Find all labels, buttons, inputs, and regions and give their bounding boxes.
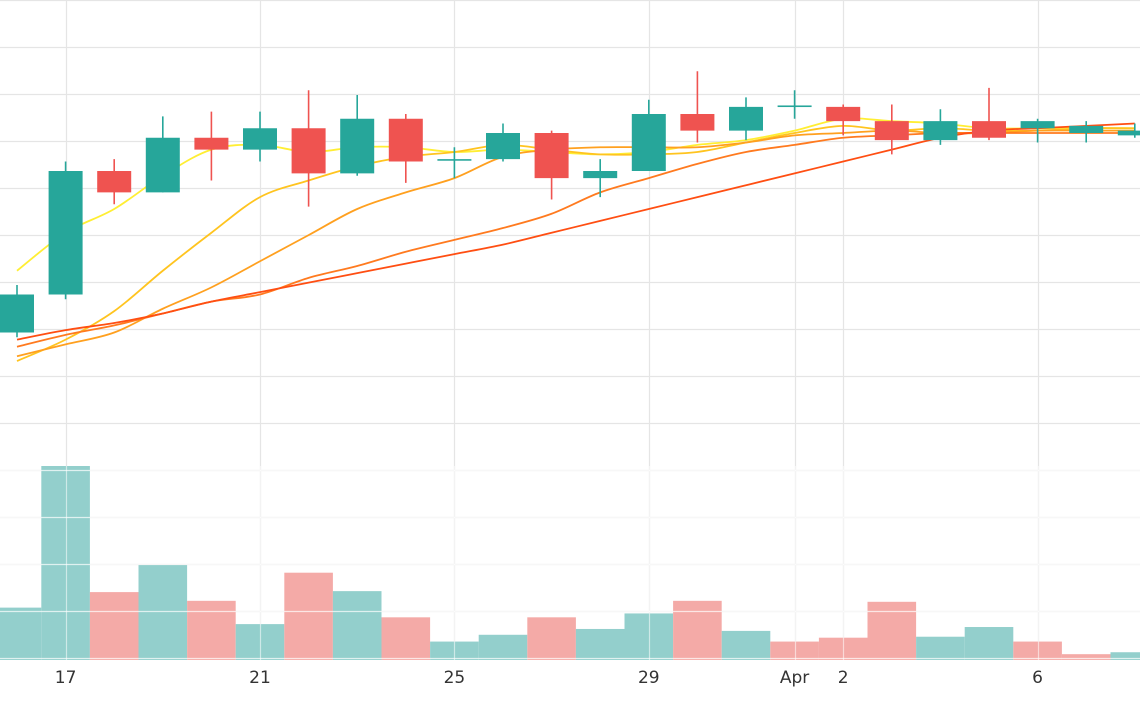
x-axis: 17 21 25 29 Apr 2 6: [55, 668, 1043, 688]
candle: [923, 109, 958, 145]
candle-body: [583, 171, 618, 179]
x-tick-label: 29: [638, 668, 660, 688]
candle: [97, 159, 132, 205]
candle: [486, 123, 520, 162]
candle-body: [340, 118, 375, 174]
candle: [680, 71, 715, 143]
x-tick-label: 17: [55, 668, 77, 688]
candle: [291, 90, 326, 207]
grid-front: [0, 466, 1140, 660]
candle: [194, 111, 229, 181]
candle-body: [1020, 121, 1055, 129]
candles: [0, 71, 1140, 338]
candle: [1117, 123, 1140, 138]
candle: [1069, 121, 1104, 143]
volume-bar: [1013, 641, 1062, 660]
volume-bar: [478, 634, 528, 660]
x-tick-label: 21: [249, 668, 271, 688]
candle-body: [1117, 130, 1140, 136]
candle: [340, 95, 375, 176]
candle-body: [291, 128, 326, 174]
candle-body: [0, 294, 34, 333]
candle-body: [243, 128, 277, 150]
candle-body: [680, 114, 715, 131]
x-tick-label: 2: [838, 668, 849, 688]
volume-bar: [721, 630, 771, 660]
volume-bar: [1110, 652, 1140, 660]
candle-body: [388, 118, 423, 162]
volume-bar: [867, 601, 917, 660]
candle: [1020, 118, 1055, 143]
candle-body: [729, 106, 763, 131]
volume-bar: [332, 591, 382, 660]
candle-body: [1069, 125, 1104, 133]
candle-body: [486, 133, 520, 160]
volume-bar: [673, 600, 722, 660]
volume-bar: [0, 607, 42, 660]
candle: [437, 147, 472, 179]
volume-bar: [41, 466, 90, 660]
candle: [388, 114, 423, 183]
candle: [972, 87, 1006, 141]
volume-bar: [1061, 654, 1111, 660]
volume-bar: [89, 592, 139, 660]
candle: [48, 161, 83, 300]
candle: [826, 104, 861, 136]
volume-bar: [284, 572, 333, 660]
volume-bar: [624, 613, 674, 660]
candle-body: [48, 171, 83, 295]
volume-bars: [0, 466, 1140, 660]
volume-bar: [964, 627, 1014, 660]
volume-bar: [575, 628, 625, 660]
volume-bar: [138, 564, 188, 660]
candle-body: [145, 137, 180, 193]
candle-body: [972, 121, 1006, 138]
candle: [631, 99, 666, 171]
candle-body: [631, 114, 666, 171]
x-tick-label: 6: [1032, 668, 1043, 688]
volume-bar: [381, 617, 431, 660]
volume-bar: [187, 600, 236, 660]
candle: [534, 130, 569, 200]
candle-body: [534, 133, 569, 179]
candle: [583, 159, 618, 198]
candle-body: [826, 106, 861, 122]
candle: [729, 97, 763, 141]
candle: [874, 104, 909, 155]
candle: [777, 90, 812, 119]
candle-body: [923, 121, 958, 141]
x-tick-label: 25: [444, 668, 466, 688]
candle-body: [194, 137, 229, 150]
x-tick-label: Apr: [780, 668, 809, 688]
volume-bar: [916, 636, 965, 660]
candle-body: [437, 159, 472, 161]
volume-bar: [770, 641, 819, 660]
volume-bar: [527, 617, 576, 660]
candle-body: [97, 171, 132, 193]
candle-body: [874, 121, 909, 141]
candle: [145, 116, 180, 193]
candle: [0, 285, 34, 338]
candle-body: [777, 105, 812, 108]
candle: [243, 111, 277, 162]
